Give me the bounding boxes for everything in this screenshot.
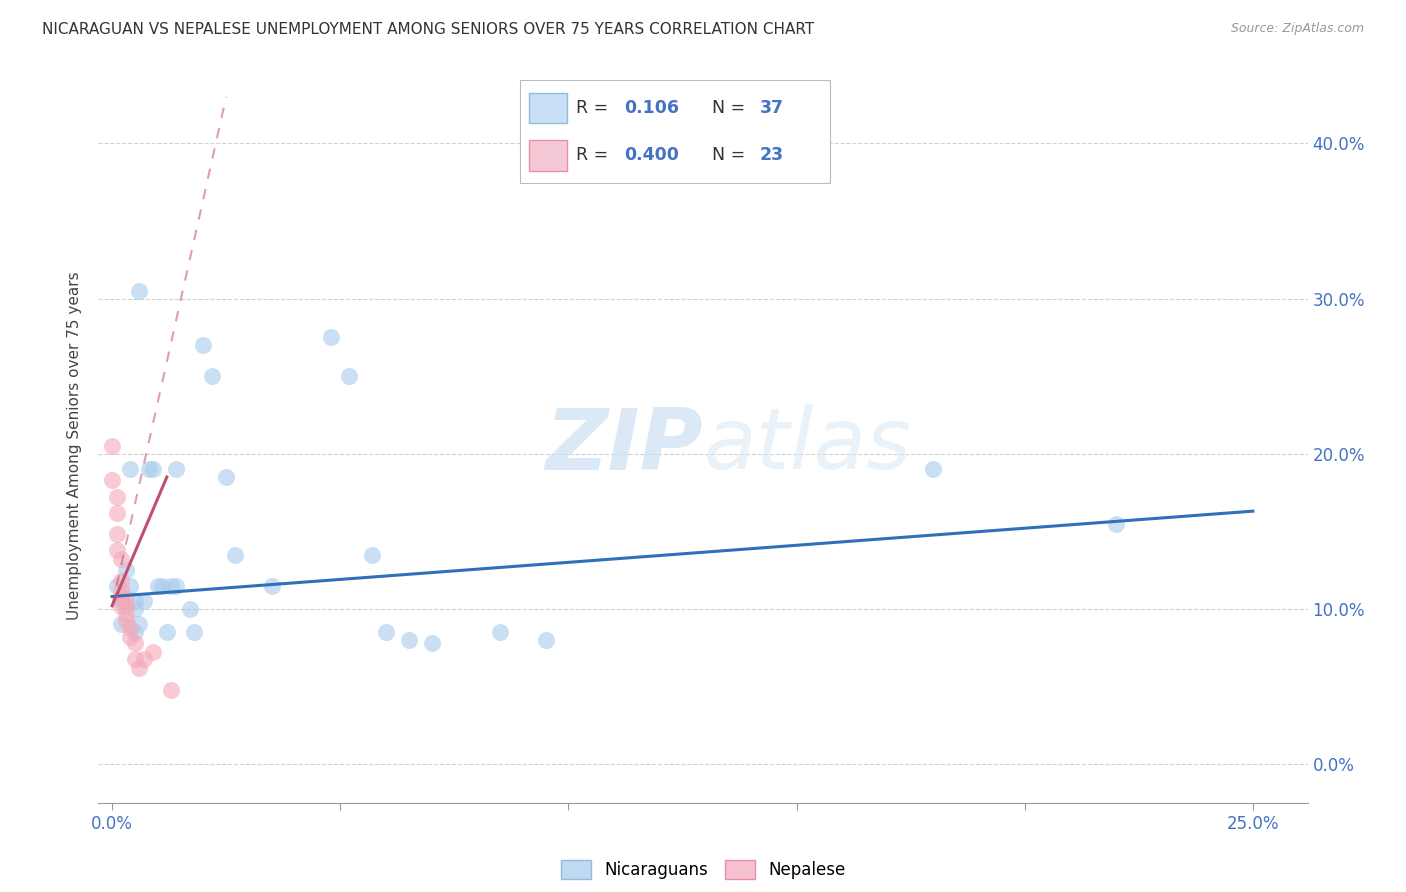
Point [193,338,215,352]
Point [321,330,343,344]
Point [160,682,183,697]
Point [105,506,128,520]
Point [534,632,557,647]
Point [124,651,146,665]
Text: N =: N = [711,146,751,164]
Text: R =: R = [576,99,613,117]
Text: 0.106: 0.106 [624,99,679,117]
Text: Source: ZipAtlas.com: Source: ZipAtlas.com [1230,22,1364,36]
Point [114,599,136,613]
Point [105,490,128,504]
Point [398,632,420,647]
FancyBboxPatch shape [520,80,830,183]
Point [114,607,136,621]
Point [160,579,183,593]
Point [132,651,155,665]
Text: NICARAGUAN VS NEPALESE UNEMPLOYMENT AMONG SENIORS OVER 75 YEARS CORRELATION CHAR: NICARAGUAN VS NEPALESE UNEMPLOYMENT AMON… [42,22,814,37]
Point [132,594,155,608]
Text: N =: N = [711,99,751,117]
Point [183,625,205,640]
Point [124,594,146,608]
Point [1105,516,1128,531]
Point [124,602,146,616]
Point [922,462,945,476]
Point [361,548,384,562]
Point [142,645,165,659]
Point [110,599,132,613]
Point [156,625,179,640]
Point [179,602,201,616]
Point [101,439,124,453]
Point [150,579,173,593]
Legend: Nicaraguans, Nepalese: Nicaraguans, Nepalese [553,851,853,888]
Point [165,579,187,593]
Text: atlas: atlas [703,404,911,488]
Point [165,462,187,476]
Text: R =: R = [576,146,613,164]
Point [489,625,512,640]
Point [110,583,132,598]
Text: ZIP: ZIP [546,404,703,488]
Point [128,284,150,298]
Point [374,625,396,640]
Point [124,625,146,640]
Point [337,369,360,384]
Point [224,548,246,562]
Text: 37: 37 [759,99,785,117]
Point [110,591,132,605]
Point [114,615,136,629]
Point [110,594,132,608]
Point [215,470,238,484]
Point [101,473,124,487]
Point [110,552,132,566]
Point [105,579,128,593]
Point [110,617,132,632]
Y-axis label: Unemployment Among Seniors over 75 years: Unemployment Among Seniors over 75 years [67,272,83,620]
Point [120,630,142,644]
Point [110,574,132,588]
Point [105,543,128,558]
Point [120,579,142,593]
Point [124,636,146,650]
Point [120,462,142,476]
Point [138,462,160,476]
Point [120,620,142,634]
FancyBboxPatch shape [530,93,567,123]
Point [420,636,443,650]
Point [114,591,136,605]
Text: 23: 23 [759,146,785,164]
Point [260,579,283,593]
Point [146,579,169,593]
Point [105,527,128,541]
Point [128,661,150,675]
Text: 0.400: 0.400 [624,146,679,164]
Point [142,462,165,476]
FancyBboxPatch shape [530,140,567,170]
Point [114,563,136,577]
Point [201,369,224,384]
Point [128,617,150,632]
